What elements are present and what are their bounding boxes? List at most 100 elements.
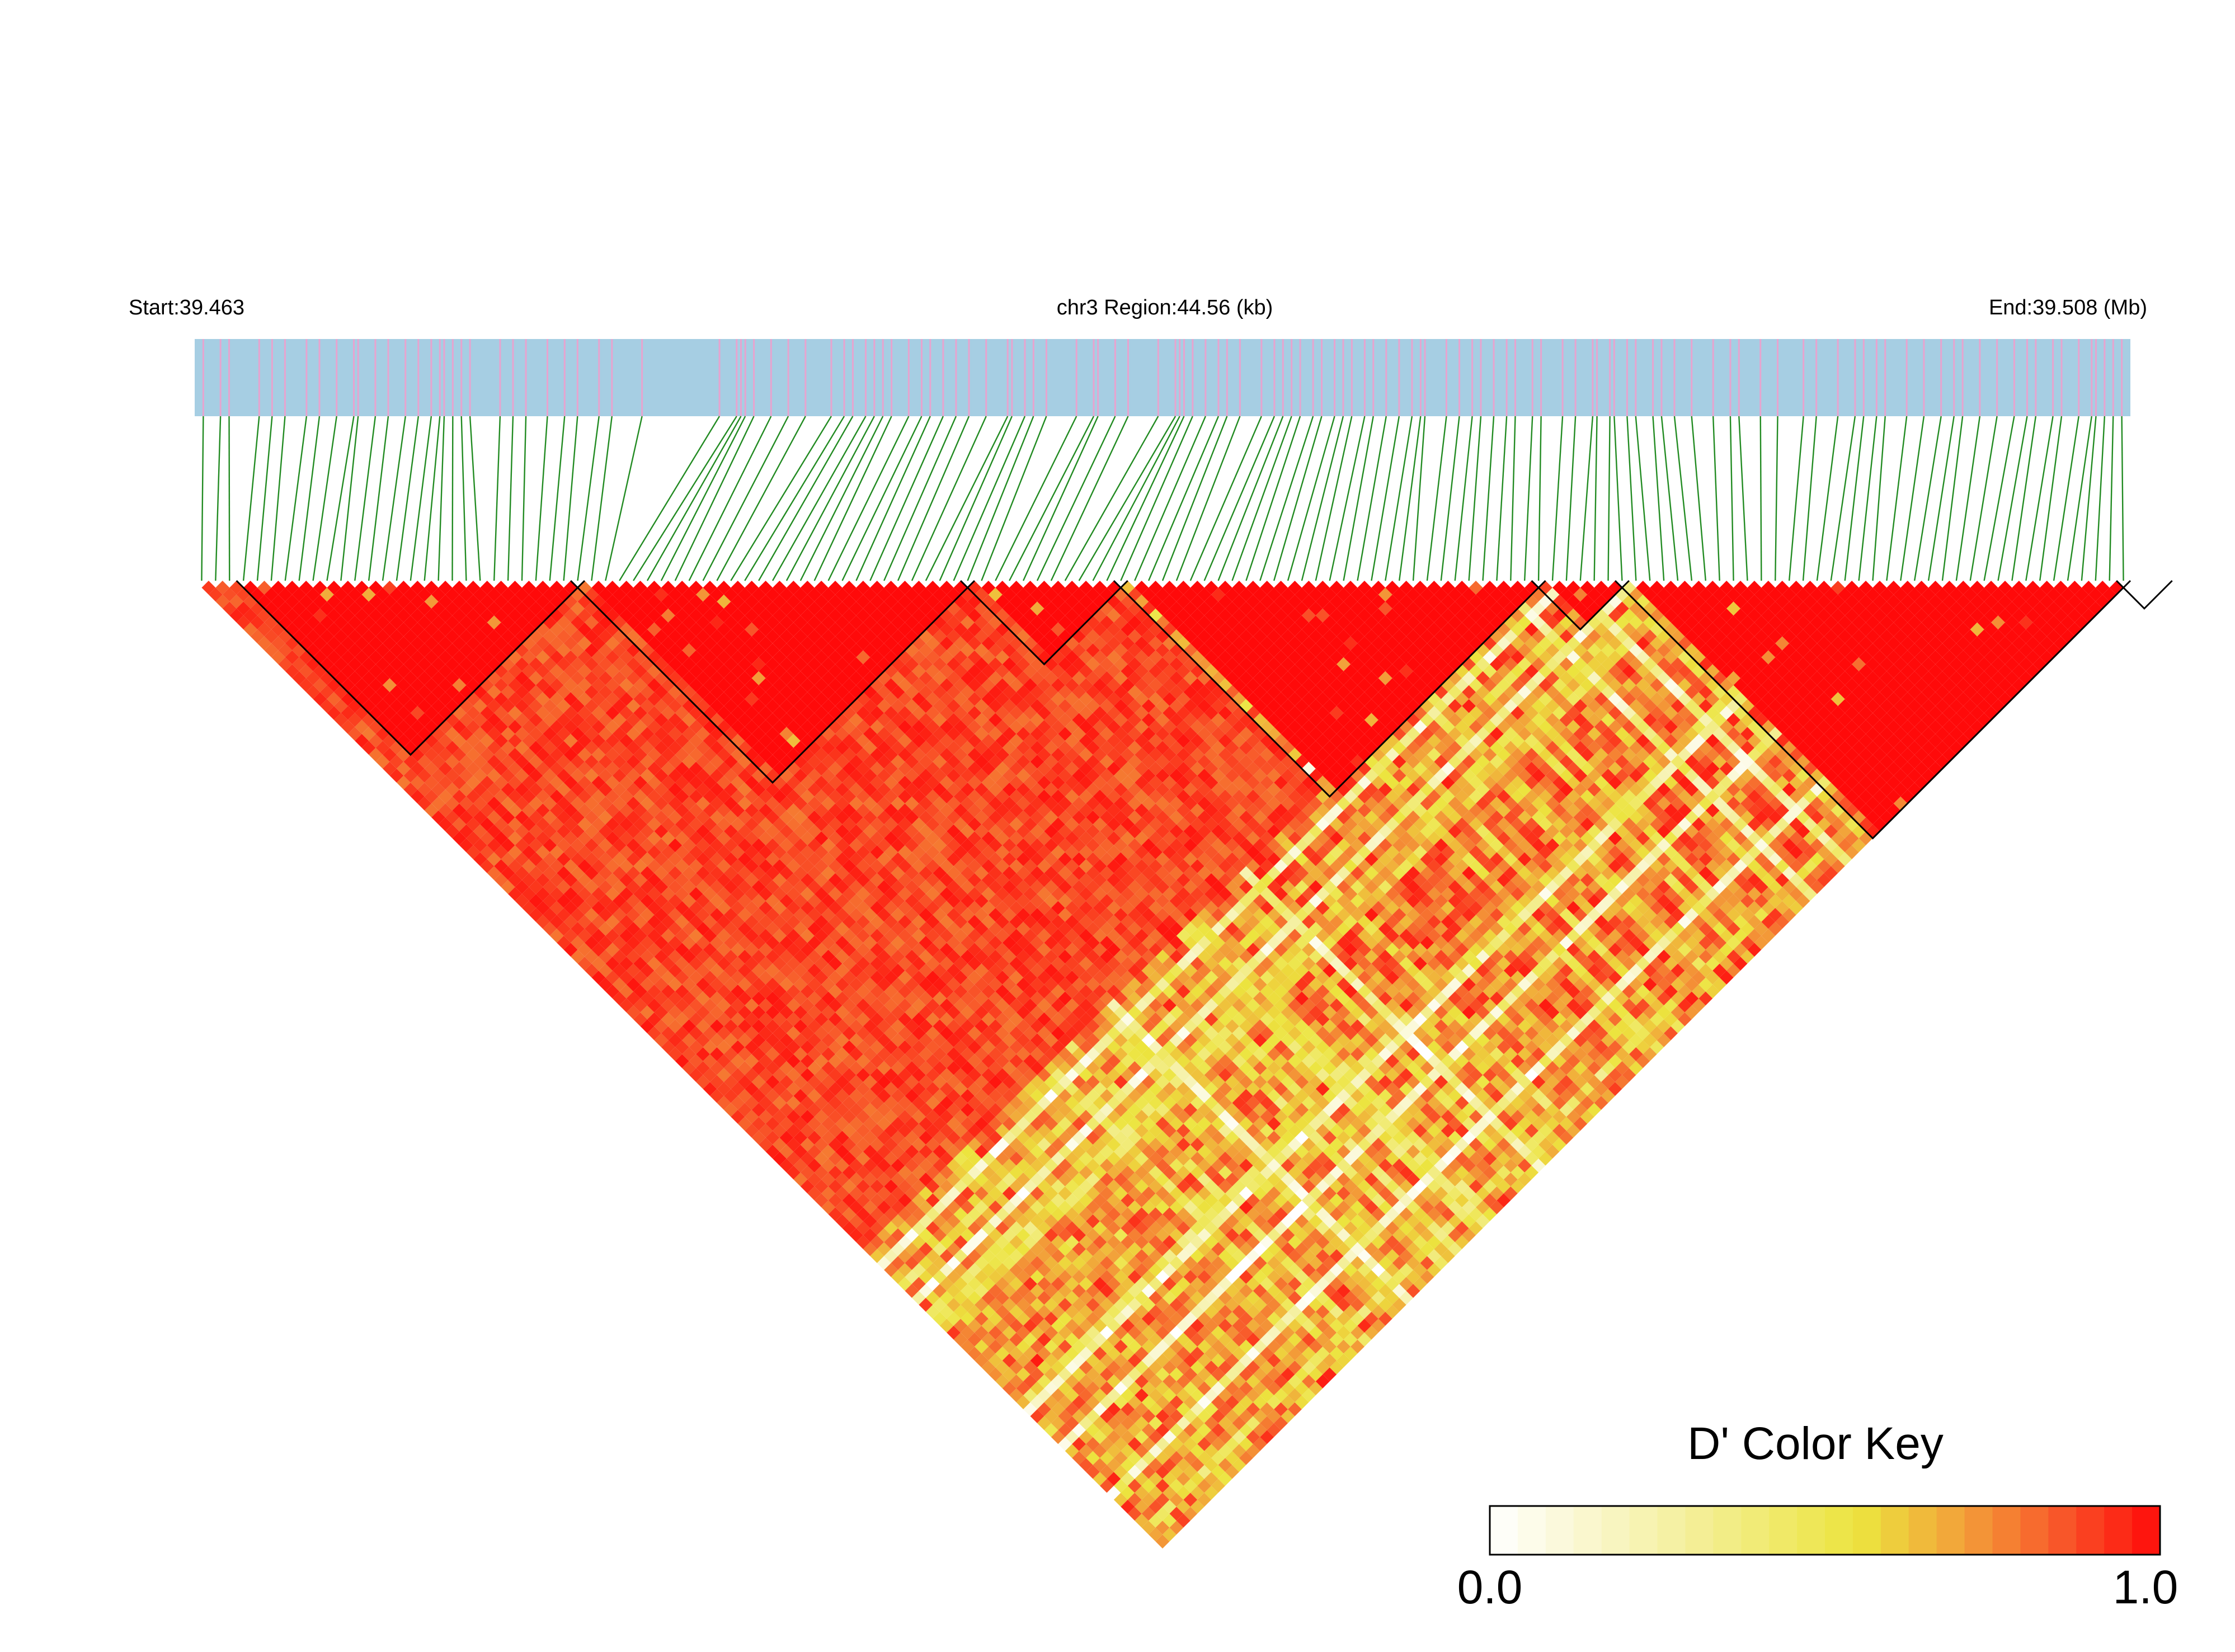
ld-cell <box>800 1165 815 1180</box>
snp-connector <box>1613 416 1623 581</box>
snp-connector <box>591 416 613 581</box>
ld-cell <box>1127 1465 1142 1479</box>
snp-connector <box>270 416 286 581</box>
ld-cell <box>981 1333 996 1347</box>
ld-cell <box>1135 1430 1149 1444</box>
ld-cell <box>1002 1311 1017 1326</box>
ld-cell <box>947 1284 961 1298</box>
ld-cell <box>891 1256 905 1270</box>
ld-cell <box>1009 1277 1024 1291</box>
ld-cell <box>1023 1360 1037 1375</box>
ld-cell <box>807 1159 822 1173</box>
snp-connector <box>1955 416 1981 581</box>
ld-cell <box>1135 1472 1149 1486</box>
ld-cell <box>877 1145 891 1159</box>
region-title-label: chr3 Region:44.56 (kb) <box>1057 296 1273 319</box>
ld-cell <box>919 1297 933 1312</box>
ld-cell <box>953 1221 968 1235</box>
ld-cell <box>1044 1395 1058 1410</box>
ld-cell <box>856 1179 871 1194</box>
snp-connector <box>1759 416 1762 581</box>
ld-cell <box>1107 1402 1121 1416</box>
ld-cell <box>1113 1381 1128 1396</box>
ld-cell <box>1037 1291 1051 1305</box>
ld-cell <box>1030 1325 1044 1340</box>
ld-cell <box>1079 1416 1093 1430</box>
ld-cell <box>995 1360 1010 1375</box>
snp-connector <box>242 416 260 581</box>
ld-cell <box>961 1297 975 1312</box>
snp-connector <box>785 416 875 581</box>
ld-cell <box>856 1165 871 1180</box>
ld-cell <box>1127 1493 1142 1507</box>
ld-cell <box>1002 1367 1017 1382</box>
ld-cell <box>939 1207 954 1222</box>
ld-cell <box>835 1172 849 1187</box>
snp-connector <box>382 416 406 581</box>
ld-cell <box>1002 1325 1017 1340</box>
ld-cell <box>981 1319 996 1333</box>
ld-cell <box>793 1159 808 1173</box>
ld-cell <box>884 1249 898 1263</box>
ld-cell <box>891 1228 905 1242</box>
ld-cell <box>905 1186 919 1201</box>
snp-connector <box>493 416 501 581</box>
ld-cell <box>1072 1395 1086 1410</box>
ld-heatmap-triangle <box>201 581 2124 1549</box>
snp-connector <box>1510 416 1516 581</box>
ld-cell <box>779 1145 794 1159</box>
ld-cell <box>1099 1353 1114 1368</box>
ld-cell <box>925 1249 940 1263</box>
ld-cell <box>870 1193 884 1208</box>
snp-connector <box>396 416 420 581</box>
snp-connector <box>1691 416 1706 581</box>
ld-cell <box>1058 1339 1072 1354</box>
ld-cell <box>995 1263 1010 1277</box>
snp-connector <box>1022 416 1099 581</box>
ld-cell <box>1135 1416 1149 1430</box>
ld-cell <box>1065 1430 1079 1444</box>
ld-cell <box>870 1249 884 1263</box>
ld-cell <box>1058 1395 1072 1410</box>
snp-connector <box>1050 416 1129 581</box>
ld-cell <box>1023 1277 1037 1291</box>
snp-connector <box>702 416 789 581</box>
ld-cell <box>856 1207 871 1222</box>
snp-connector <box>1775 416 1778 581</box>
snp-connector <box>1106 416 1185 581</box>
ld-cell <box>1086 1381 1100 1396</box>
ld-cell <box>1079 1444 1093 1458</box>
ld-cell <box>1127 1409 1142 1423</box>
ld-cell <box>911 1221 926 1235</box>
ld-cell <box>306 629 321 644</box>
ld-cell <box>1016 1395 1031 1410</box>
snp-connector <box>2067 416 2092 581</box>
ld-cell <box>849 1145 863 1159</box>
ld-cell <box>1135 1513 1149 1528</box>
snp-connector <box>1440 416 1460 581</box>
ld-cell <box>1058 1353 1072 1368</box>
ld-cell <box>842 1193 857 1208</box>
ld-cell <box>1051 1319 1065 1333</box>
ld-cell <box>1002 1270 1017 1284</box>
ld-cell <box>549 901 564 915</box>
ld-cell <box>1051 1347 1065 1361</box>
ld-cell <box>947 1270 961 1284</box>
ld-cell <box>1127 1437 1142 1451</box>
ld-cell <box>939 1277 954 1291</box>
snp-connector <box>953 416 1026 581</box>
ld-cell <box>967 1305 982 1319</box>
ld-cell <box>1030 1353 1044 1368</box>
ld-cell <box>911 1207 926 1222</box>
ld-cell <box>981 1305 996 1319</box>
snp-connector <box>1092 416 1180 581</box>
ld-cell <box>974 1284 989 1298</box>
ld-cell <box>974 1270 989 1284</box>
ld-cell <box>1121 1458 1135 1472</box>
ld-cell <box>1044 1367 1058 1382</box>
snp-connector <box>1652 416 1665 581</box>
ld-cell <box>1009 1388 1024 1402</box>
snp-connector <box>1259 416 1314 581</box>
ld-cell <box>1051 1305 1065 1319</box>
ld-cell <box>961 1325 975 1340</box>
